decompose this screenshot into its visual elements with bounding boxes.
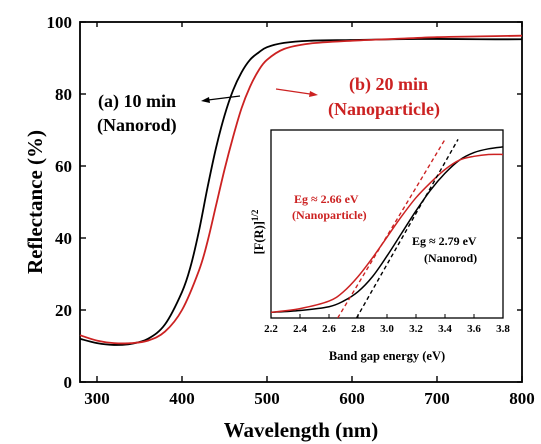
main-y-tick-label: 0 bbox=[64, 373, 73, 392]
inset-y-label-sup: 1/2 bbox=[250, 209, 260, 221]
main-y-tick-label: 100 bbox=[47, 13, 73, 32]
inset-y-axis-label: [F(R)]1/2 bbox=[250, 209, 266, 254]
inset-x-axis-label: Band gap energy (eV) bbox=[329, 349, 445, 363]
svg-text:[F(R)]1/2: [F(R)]1/2 bbox=[250, 209, 266, 254]
inset-y-label-main: [F(R)] bbox=[252, 221, 266, 254]
main-y-tick-label: 80 bbox=[55, 85, 72, 104]
main-x-tick-label: 700 bbox=[424, 389, 450, 408]
annotation-a-arrowhead bbox=[201, 97, 210, 103]
inset-x-tick-label: 3.4 bbox=[438, 323, 452, 335]
inset-x-tick-label: 3.6 bbox=[467, 323, 481, 335]
inset-line-nanoparticle bbox=[271, 153, 503, 314]
main-y-axis-label: Reflectance (%) bbox=[23, 130, 47, 274]
inset-ticks: 2.2 2.4 2.6 2.8 3.0 3.2 3.4 3.6 3.8 bbox=[264, 314, 510, 335]
annotation-b-arrowhead bbox=[309, 91, 318, 97]
main-ticks: 300 400 500 600 700 800 0 20 40 60 80 100 bbox=[47, 13, 535, 408]
inset-x-tick-label: 2.4 bbox=[293, 323, 307, 335]
main-x-tick-label: 800 bbox=[509, 389, 535, 408]
series-line-nanoparticle bbox=[79, 34, 523, 345]
main-x-tick-label: 600 bbox=[339, 389, 365, 408]
annotation-a-line2: (Nanorod) bbox=[97, 115, 177, 136]
inset-x-tick-label: 3.0 bbox=[380, 323, 394, 335]
main-x-axis-label: Wavelength (nm) bbox=[224, 418, 379, 442]
annotation-b-arrow bbox=[275, 88, 311, 95]
inset-annotation-nr-line1: Eg ≈ 2.79 eV bbox=[412, 234, 477, 248]
main-y-tick-label: 20 bbox=[55, 301, 72, 320]
inset-x-tick-label: 2.8 bbox=[351, 323, 365, 335]
inset-x-tick-label: 2.6 bbox=[322, 323, 336, 335]
main-plot-frame bbox=[79, 21, 523, 383]
inset-annotation-nr-line2: (Nanorod) bbox=[424, 251, 477, 265]
main-x-tick-label: 500 bbox=[254, 389, 280, 408]
inset-annotation-np-line2: (Nanoparticle) bbox=[292, 208, 367, 222]
main-series-lines bbox=[79, 34, 523, 346]
inset-x-tick-label: 3.8 bbox=[496, 323, 510, 335]
annotation-a-line1: (a) 10 min bbox=[98, 91, 176, 112]
annotation-b-line1: (b) 20 min bbox=[349, 74, 428, 95]
main-x-tick-label: 300 bbox=[84, 389, 110, 408]
main-y-tick-label: 60 bbox=[55, 157, 72, 176]
inset-line-nanorod bbox=[271, 146, 503, 314]
inset-series-lines bbox=[271, 139, 503, 318]
inset-x-tick-label: 3.2 bbox=[409, 323, 423, 335]
inset-frame bbox=[270, 129, 504, 319]
inset-annotation-np-line1: Eg ≈ 2.66 eV bbox=[294, 192, 359, 206]
main-x-tick-label: 400 bbox=[169, 389, 195, 408]
inset-fit-nanorod bbox=[355, 139, 459, 318]
main-y-tick-label: 40 bbox=[55, 229, 72, 248]
annotation-b-line2: (Nanoparticle) bbox=[328, 99, 440, 120]
inset-x-tick-label: 2.2 bbox=[264, 323, 278, 335]
annotation-a-arrow bbox=[207, 95, 241, 101]
